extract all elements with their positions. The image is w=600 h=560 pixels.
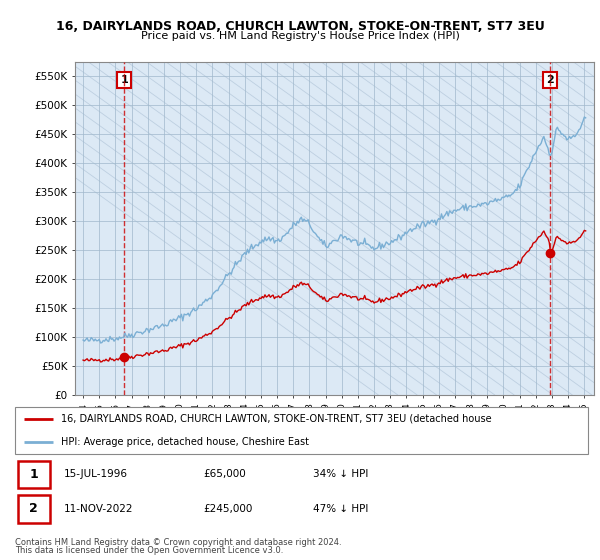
Text: This data is licensed under the Open Government Licence v3.0.: This data is licensed under the Open Gov… xyxy=(15,546,283,555)
Text: 34% ↓ HPI: 34% ↓ HPI xyxy=(313,469,368,479)
FancyBboxPatch shape xyxy=(18,460,50,488)
Text: £245,000: £245,000 xyxy=(203,504,253,514)
Text: 1: 1 xyxy=(120,75,128,85)
FancyBboxPatch shape xyxy=(15,407,588,454)
Text: Contains HM Land Registry data © Crown copyright and database right 2024.: Contains HM Land Registry data © Crown c… xyxy=(15,538,341,547)
Text: 47% ↓ HPI: 47% ↓ HPI xyxy=(313,504,368,514)
Text: 2: 2 xyxy=(546,75,554,85)
Text: 1: 1 xyxy=(29,468,38,480)
Text: 2: 2 xyxy=(29,502,38,515)
Text: 15-JUL-1996: 15-JUL-1996 xyxy=(64,469,128,479)
Text: Price paid vs. HM Land Registry's House Price Index (HPI): Price paid vs. HM Land Registry's House … xyxy=(140,31,460,41)
Text: £65,000: £65,000 xyxy=(203,469,246,479)
Text: 11-NOV-2022: 11-NOV-2022 xyxy=(64,504,134,514)
Text: HPI: Average price, detached house, Cheshire East: HPI: Average price, detached house, Ches… xyxy=(61,437,309,447)
Text: 16, DAIRYLANDS ROAD, CHURCH LAWTON, STOKE-ON-TRENT, ST7 3EU (detached house: 16, DAIRYLANDS ROAD, CHURCH LAWTON, STOK… xyxy=(61,414,492,424)
FancyBboxPatch shape xyxy=(18,495,50,522)
Text: 16, DAIRYLANDS ROAD, CHURCH LAWTON, STOKE-ON-TRENT, ST7 3EU: 16, DAIRYLANDS ROAD, CHURCH LAWTON, STOK… xyxy=(56,20,544,32)
